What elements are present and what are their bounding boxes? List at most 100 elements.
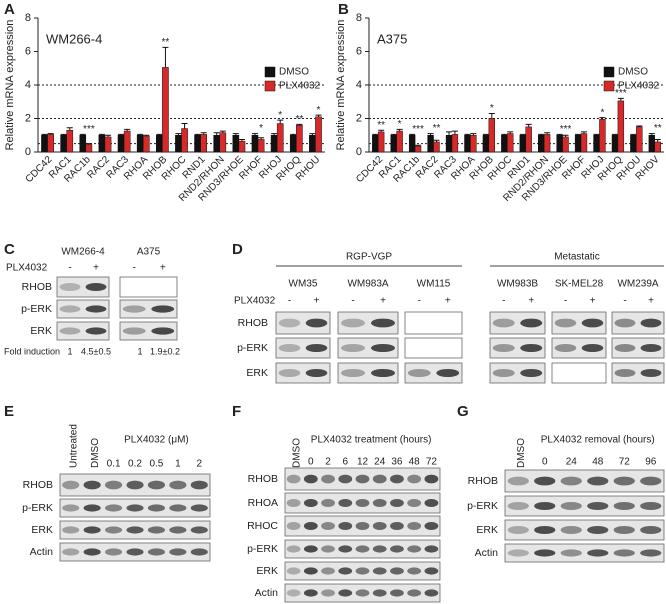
treatment-label: PLX4032: [234, 296, 276, 307]
blot-band: [614, 318, 636, 328]
blot-band: [169, 504, 187, 512]
error-bar: [599, 117, 606, 120]
blot-band: [305, 318, 328, 328]
bar: [372, 135, 379, 153]
control-label: DMSO: [291, 438, 302, 468]
lane-label: +: [590, 296, 596, 307]
blot-band: [424, 474, 439, 484]
blot-band: [305, 344, 328, 352]
blot-band: [338, 589, 353, 597]
bar: [123, 130, 131, 153]
blot-band: [587, 526, 609, 534]
significance-label: *: [600, 107, 604, 118]
bar: [117, 135, 125, 153]
error-bar: [415, 144, 422, 147]
blot-band: [520, 344, 543, 352]
row-label: RHOB: [248, 473, 278, 485]
error-bar: [60, 133, 67, 136]
blot-band: [507, 476, 529, 486]
row-label: p-ERK: [247, 543, 278, 555]
error-bar: [143, 134, 150, 137]
error-bar: [409, 133, 416, 136]
blot-band: [613, 549, 635, 557]
blot-band: [372, 522, 387, 530]
error-bar: [501, 133, 508, 136]
blot-band: [424, 545, 439, 553]
blot-band: [507, 549, 529, 557]
bar: [175, 135, 182, 153]
bar: [98, 135, 106, 153]
blot-band: [640, 549, 662, 557]
error-bar: [433, 139, 440, 142]
significance-label: ***: [615, 88, 627, 99]
blot-band: [85, 283, 107, 291]
group-label: A375: [137, 247, 161, 258]
legend-swatch: [264, 80, 276, 92]
error-bar: [194, 133, 201, 136]
error-bar: [562, 134, 569, 137]
error-bar: [488, 112, 495, 119]
blot-band: [190, 548, 208, 556]
blot-band: [147, 526, 165, 534]
bar: [445, 135, 453, 153]
section-label: RGP-VGP: [346, 252, 392, 263]
treatment-label: PLX4032 removal (hours): [541, 435, 655, 446]
blot-band: [355, 499, 370, 507]
lane-label: 6: [342, 457, 348, 468]
error-bar: [636, 125, 643, 127]
blot-band: [278, 318, 301, 328]
blot-band: [492, 318, 515, 328]
significance-label: *: [317, 105, 321, 116]
error-bar: [277, 119, 284, 124]
bar: [636, 126, 643, 153]
error-bar: [617, 97, 624, 101]
bar: [136, 135, 144, 153]
blot-band: [122, 305, 146, 313]
error-bar: [238, 138, 245, 142]
blot-band: [126, 526, 144, 534]
bar: [519, 135, 526, 153]
bar: [104, 136, 112, 153]
lane-label: -: [133, 263, 136, 274]
group-label: WM115: [417, 279, 451, 290]
blot-band: [151, 305, 175, 313]
blot-band: [492, 369, 515, 377]
error-bar: [175, 133, 182, 136]
bar: [79, 135, 87, 153]
blot-frame: [551, 311, 607, 335]
error-bar: [482, 133, 489, 136]
row-label: p-ERK: [467, 500, 498, 512]
blot-band: [83, 548, 101, 556]
blot-band: [520, 369, 543, 377]
blot-frame: [56, 299, 110, 319]
blot-band: [520, 318, 543, 328]
error-bar: [137, 133, 144, 136]
significance-label: ***: [83, 124, 95, 135]
legend-swatch: [264, 66, 276, 78]
blot-frame: [611, 311, 665, 335]
row-label: p-ERK: [22, 502, 53, 514]
lane-label: -: [68, 263, 71, 274]
row-label: ERK: [256, 565, 278, 577]
bar: [464, 135, 471, 153]
error-bar: [181, 123, 188, 129]
blot-band: [371, 369, 395, 377]
significance-label: **: [295, 114, 303, 125]
lane-label: -: [502, 296, 505, 307]
bar: [482, 135, 490, 153]
bar: [41, 135, 48, 153]
treatment-label: PLX4032: [6, 263, 48, 274]
blot-band: [286, 522, 301, 530]
significance-label: *: [278, 110, 282, 121]
bar: [232, 135, 240, 153]
bar: [47, 134, 54, 153]
blot-band: [62, 504, 80, 512]
error-bar: [41, 133, 48, 136]
blot-band: [286, 589, 301, 597]
lane-label: +: [445, 296, 451, 307]
blot-band: [286, 567, 301, 575]
y-tick-label: 0: [356, 146, 362, 158]
significance-label: *: [259, 123, 263, 134]
lane-label: 72: [426, 457, 438, 468]
group-label: WM266-4: [61, 247, 105, 258]
